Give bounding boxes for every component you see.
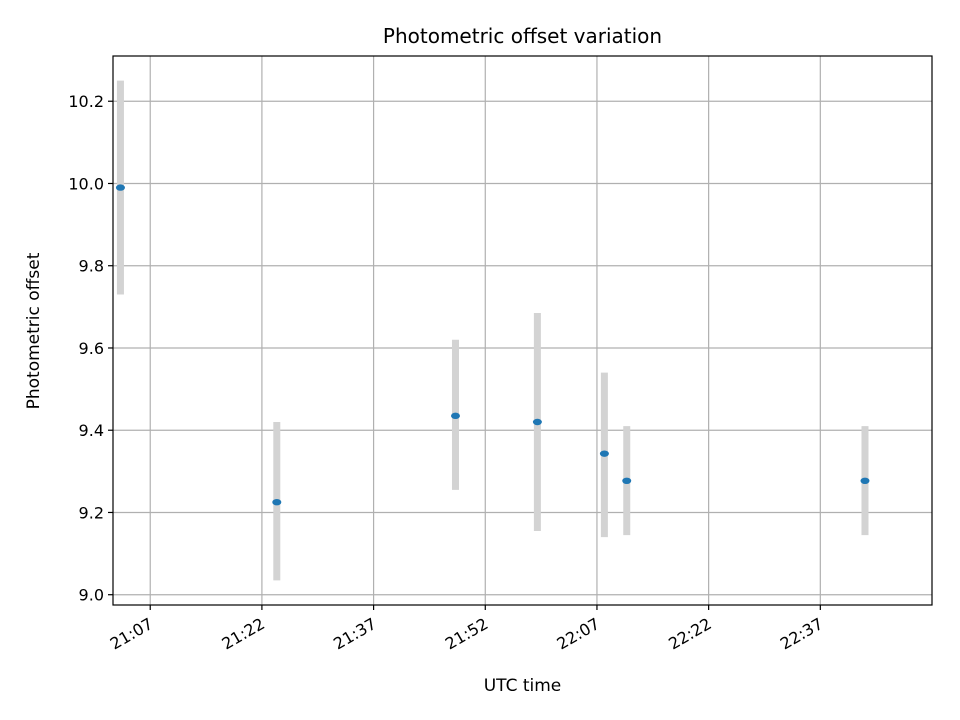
chart-title: Photometric offset variation	[383, 24, 662, 48]
grid	[113, 56, 932, 605]
data-point	[450, 412, 460, 420]
data-point	[272, 498, 282, 506]
y-tick-label: 9.0	[79, 586, 104, 605]
y-tick-label: 9.6	[79, 339, 104, 358]
y-axis-label: Photometric offset	[24, 252, 44, 409]
data-points	[115, 184, 870, 506]
data-point	[622, 477, 632, 485]
x-axis-label: UTC time	[484, 676, 562, 696]
plot-frame	[112, 55, 933, 606]
y-axis: 9.0 9.2 9.4 9.6 9.8 10.0 10.2	[68, 92, 113, 605]
y-tick-label: 10.2	[68, 92, 104, 111]
data-point	[115, 184, 125, 191]
data-point	[860, 477, 870, 485]
y-tick-label: 9.4	[79, 421, 104, 440]
y-tick-label: 10.0	[68, 174, 104, 193]
y-tick-label: 9.8	[79, 257, 104, 276]
y-tick-label: 9.2	[79, 503, 104, 522]
data-point	[599, 450, 609, 457]
data-point	[532, 418, 542, 426]
